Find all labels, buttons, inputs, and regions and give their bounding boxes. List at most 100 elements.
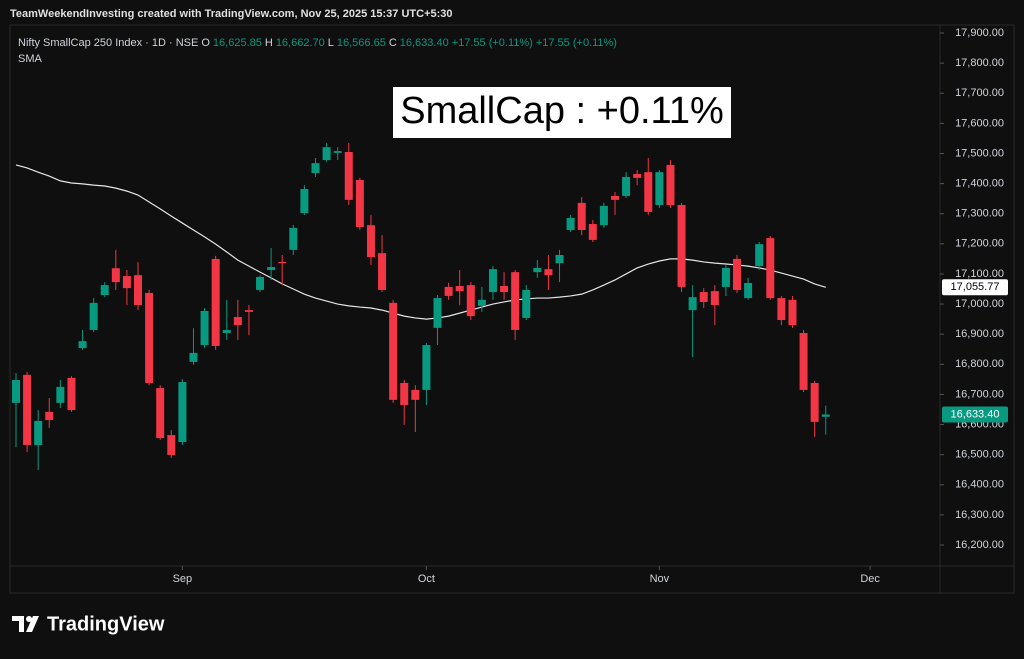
x-tick-label: Oct <box>418 573 435 585</box>
candle-body <box>699 292 708 302</box>
candle-body <box>355 179 364 227</box>
legend-item: O <box>201 37 210 49</box>
candle-body <box>821 414 830 417</box>
candle-body <box>599 205 608 226</box>
candle-body <box>644 172 653 212</box>
y-tick-label: 17,200.00 <box>955 238 1004 250</box>
legend-item: 16,662.70 <box>275 37 325 49</box>
candle-body <box>444 286 453 296</box>
legend-item: 16,633.40 <box>399 37 449 49</box>
y-tick-label: 17,700.00 <box>955 87 1004 99</box>
logo-shape <box>26 616 39 632</box>
brand-logo <box>12 616 39 632</box>
candle-body <box>577 202 586 230</box>
candle-body <box>610 195 619 200</box>
candle-body <box>477 299 486 306</box>
y-tick-label: 17,100.00 <box>955 268 1004 280</box>
candle-body <box>11 379 20 403</box>
candle-body <box>222 329 231 333</box>
legend-item: 16,566.65 <box>336 37 386 49</box>
candle-body <box>267 267 276 271</box>
candle-body <box>189 352 198 362</box>
candle-body <box>333 151 342 153</box>
candle-body <box>788 299 797 326</box>
price-tag <box>942 279 1008 296</box>
legend-item: +17.55 (+0.11%) <box>451 37 533 49</box>
legend-item: C <box>388 37 397 49</box>
watermark: TeamWeekendInvesting created with Tradin… <box>10 8 453 20</box>
candle-body <box>455 286 464 292</box>
y-tick-label: 16,500.00 <box>955 449 1004 461</box>
candle-body <box>799 332 808 390</box>
candle-body <box>56 386 65 403</box>
candle-body <box>666 164 675 205</box>
candle-body <box>466 285 475 317</box>
candle-body <box>111 268 120 283</box>
legend-item: L <box>327 37 334 49</box>
plot-area <box>11 142 830 471</box>
y-tick-label: 17,900.00 <box>955 27 1004 39</box>
candle-body <box>488 269 497 293</box>
candle-body <box>300 189 309 214</box>
candle-body <box>655 172 664 205</box>
price-tag <box>942 406 1008 423</box>
candle-body <box>677 204 686 287</box>
candle-body <box>378 253 387 290</box>
brand: TradingView <box>47 613 165 635</box>
legend-item: H <box>264 37 273 49</box>
logo-dot <box>26 616 32 622</box>
candle-body <box>211 258 220 346</box>
candle-body <box>233 317 242 326</box>
candle-body <box>134 275 143 305</box>
annotation-box <box>393 87 731 138</box>
y-tick-label: 17,600.00 <box>955 117 1004 129</box>
candle-body <box>89 302 98 330</box>
price-tag-label: 17,055.77 <box>951 281 1000 293</box>
y-tick-label: 16,300.00 <box>955 509 1004 521</box>
candle-body <box>200 311 209 346</box>
candle-body <box>777 298 786 321</box>
candle-body <box>389 302 398 400</box>
candle-body <box>422 345 431 390</box>
candle-body <box>688 297 697 311</box>
y-tick-label: 16,700.00 <box>955 388 1004 400</box>
candle-body <box>555 254 564 264</box>
candle-body <box>744 282 753 299</box>
x-tick-label: Dec <box>860 573 880 585</box>
candle-body <box>810 382 819 422</box>
candle-body <box>244 310 253 312</box>
candle-body <box>278 261 287 264</box>
price-tag-label: 16,633.40 <box>951 408 1000 420</box>
candle-body <box>178 382 187 443</box>
candle-body <box>45 411 54 421</box>
candle-body <box>622 176 631 196</box>
candle-body <box>433 298 442 328</box>
candle-body <box>544 269 553 276</box>
candle-body <box>122 276 131 289</box>
y-tick-label: 17,500.00 <box>955 147 1004 159</box>
candle-body <box>145 292 154 383</box>
legend-item: +17.55 (+0.11%) <box>535 37 617 49</box>
candle-body <box>289 227 298 250</box>
y-tick-label: 16,200.00 <box>955 539 1004 551</box>
symbol-title: Nifty SmallCap 250 Index · 1D · NSE <box>18 37 199 49</box>
sma-line <box>15 164 826 320</box>
candle-body <box>522 289 531 318</box>
candle-body <box>23 374 32 446</box>
candle-body <box>588 223 597 240</box>
y-tick-label: 17,300.00 <box>955 208 1004 220</box>
y-tick-label: 17,400.00 <box>955 178 1004 190</box>
candle-body <box>156 388 165 439</box>
candle-body <box>766 238 775 299</box>
logo-shape <box>12 616 24 632</box>
x-tick-label: Nov <box>650 573 670 585</box>
candle-body <box>67 377 76 411</box>
candle-body <box>500 286 509 293</box>
candle-body <box>344 151 353 200</box>
ohlc: O 16,625.85 H 16,662.70 L 16,566.65 C 16,633.40… <box>201 37 620 49</box>
candle-body <box>311 163 320 174</box>
candle-body <box>34 420 43 446</box>
candle-body <box>400 382 409 405</box>
